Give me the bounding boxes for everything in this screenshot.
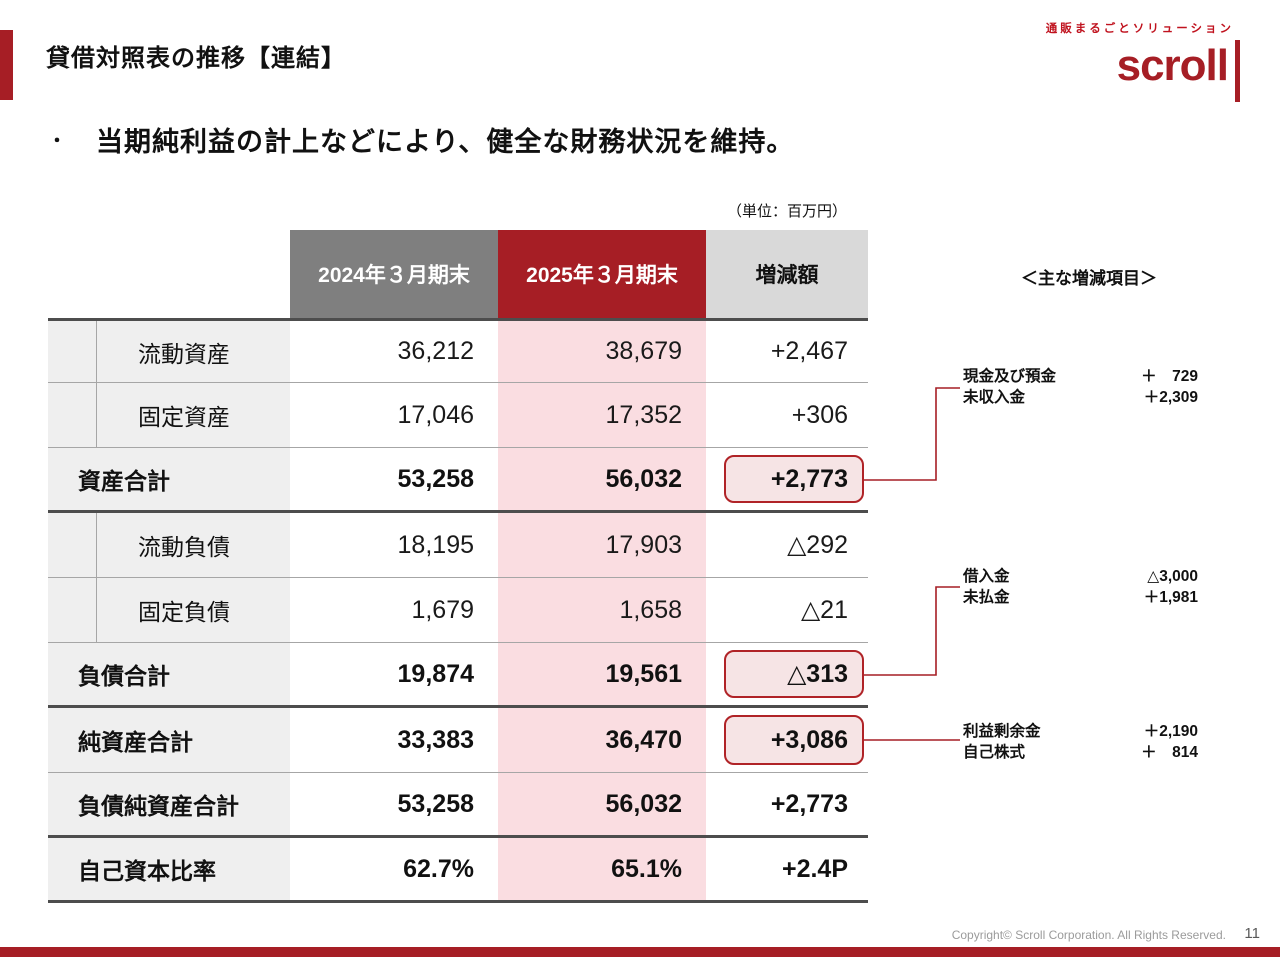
balance-sheet-table: 2024年３月期末 2025年３月期末 増減額 流動資産 36,212 38,6… [48, 230, 868, 903]
annotation-item: 未払金 ＋1,981 [963, 587, 1198, 608]
annotation-group-assets: 現金及び預金 ＋ 729 未収入金 ＋2,309 [963, 366, 1198, 408]
diff-highlight-box: △313 [724, 650, 864, 698]
value-2024: 53,258 [397, 464, 474, 493]
annotation-value: ＋ 729 [1141, 368, 1198, 385]
annotation-value: ＋2,309 [1143, 389, 1198, 406]
value-diff: △292 [787, 531, 848, 559]
value-2024: 1,679 [411, 595, 474, 624]
bullet-text: 当期純利益の計上などにより、健全な財務状況を維持。 [96, 127, 795, 157]
scroll-logo-text: scroll [1116, 41, 1229, 90]
row-label: 固定資産 [48, 383, 290, 448]
annotation-label: 自己株式 [963, 744, 1026, 761]
bullet-marker: ・ [48, 130, 66, 151]
key-message: ・ 当期純利益の計上などにより、健全な財務状況を維持。 [48, 120, 794, 159]
col-header-diff: 増減額 [706, 230, 868, 318]
value-2024: 53,258 [397, 789, 474, 818]
annotation-label: 未収入金 [963, 389, 1026, 406]
row-fixed-liabilities: 固定負債 1,679 1,658 △21 [48, 578, 868, 643]
annotation-label: 利益剰余金 [963, 723, 1041, 740]
row-label: 純資産合計 [48, 708, 290, 772]
value-diff: +2,467 [770, 337, 848, 365]
row-current-liabilities: 流動負債 18,195 17,903 △292 [48, 513, 868, 578]
table-header-row: 2024年３月期末 2025年３月期末 増減額 [48, 230, 868, 318]
diff-highlight-box: +2,773 [724, 455, 864, 503]
row-label: 流動資産 [48, 321, 290, 383]
row-label: 負債合計 [48, 643, 290, 705]
annotation-value: ＋2,190 [1143, 723, 1198, 740]
bottom-accent-bar [0, 947, 1280, 957]
row-label: 流動負債 [48, 513, 290, 578]
value-2025: 19,561 [498, 643, 706, 705]
annotation-label: 借入金 [963, 568, 1010, 585]
row-total-net-assets: 純資産合計 33,383 36,470 +3,086 [48, 708, 868, 773]
value-diff: +3,086 [706, 708, 868, 772]
value-diff: +306 [791, 400, 848, 429]
scroll-logo-bar [1235, 40, 1240, 102]
diff-highlight-box: +3,086 [724, 715, 864, 765]
value-diff: +2,773 [706, 448, 868, 510]
logo: 通販まるごとソリューション scroll [1046, 20, 1240, 102]
row-total-assets: 資産合計 53,258 56,032 +2,773 [48, 448, 868, 513]
connector-lines [864, 387, 960, 741]
copyright-text: Copyright© Scroll Corporation. All Right… [951, 928, 1226, 942]
row-label: 固定負債 [48, 578, 290, 643]
row-current-assets: 流動資産 36,212 38,679 +2,467 [48, 318, 868, 383]
value-2025: 38,679 [498, 321, 706, 382]
annotation-label: 現金及び預金 [963, 368, 1057, 385]
page-number: 11 [1244, 925, 1260, 942]
annotation-value: △3,000 [1147, 568, 1198, 585]
annotation-label: 未払金 [963, 589, 1010, 606]
row-label: 負債純資産合計 [48, 773, 290, 835]
row-total-liabilities-net-assets: 負債純資産合計 53,258 56,032 +2,773 [48, 773, 868, 838]
value-2025: 17,352 [498, 383, 706, 447]
logo-tagline: 通販まるごとソリューション [1045, 23, 1234, 35]
unit-label: （単位：百万円） [726, 203, 847, 220]
row-fixed-assets: 固定資産 17,046 17,352 +306 [48, 383, 868, 448]
title-accent-bar [0, 30, 13, 100]
annotation-value: ＋ 814 [1141, 744, 1198, 761]
value-2025: 17,903 [498, 513, 706, 577]
value-diff: +2.4P [781, 854, 848, 883]
col-header-2024: 2024年３月期末 [290, 230, 498, 318]
value-2025: 1,658 [498, 578, 706, 642]
row-label: 自己資本比率 [48, 838, 290, 900]
logo-row: scroll [1046, 38, 1240, 102]
annotation-group-net-assets: 利益剰余金 ＋2,190 自己株式 ＋ 814 [963, 721, 1198, 763]
page-title: 貸借対照表の推移【連結】 [46, 45, 346, 72]
value-2024: 19,874 [397, 659, 474, 688]
row-label: 資産合計 [48, 448, 290, 510]
value-diff: △21 [800, 596, 848, 624]
annotation-item: 利益剰余金 ＋2,190 [963, 721, 1198, 742]
value-2024: 17,046 [397, 400, 474, 429]
col-header-2025: 2025年３月期末 [498, 230, 706, 318]
value-2025: 56,032 [498, 773, 706, 835]
row-total-liabilities: 負債合計 19,874 19,561 △313 [48, 643, 868, 708]
col-header-blank [48, 230, 290, 318]
value-diff: +2,773 [770, 789, 848, 818]
value-2024: 62.7% [403, 854, 474, 883]
annotation-item: 未収入金 ＋2,309 [963, 387, 1198, 408]
value-diff: △313 [706, 643, 868, 705]
value-2025: 56,032 [498, 448, 706, 510]
value-2024: 18,195 [397, 530, 474, 559]
value-2025: 65.1% [498, 838, 706, 900]
annotation-item: 借入金 △3,000 [963, 566, 1198, 587]
value-2024: 33,383 [397, 725, 474, 754]
annotation-value: ＋1,981 [1143, 589, 1198, 606]
annotation-group-liabilities: 借入金 △3,000 未払金 ＋1,981 [963, 566, 1198, 608]
annotations-heading: ＜主な増減項目＞ [1021, 269, 1157, 288]
annotation-item: 現金及び預金 ＋ 729 [963, 366, 1198, 387]
annotation-item: 自己株式 ＋ 814 [963, 742, 1198, 763]
value-2025: 36,470 [498, 708, 706, 772]
row-equity-ratio: 自己資本比率 62.7% 65.1% +2.4P [48, 838, 868, 903]
value-2024: 36,212 [397, 337, 474, 365]
